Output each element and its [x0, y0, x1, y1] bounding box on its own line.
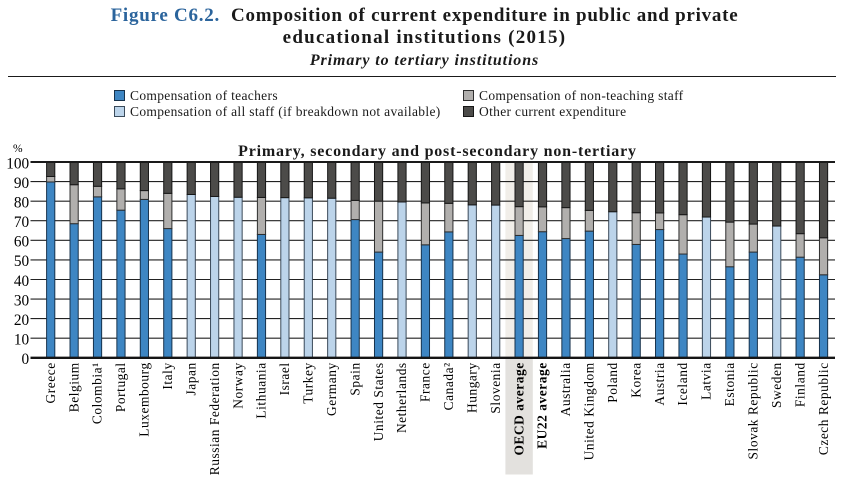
- svg-text:United Kingdom: United Kingdom: [582, 362, 597, 460]
- svg-text:40: 40: [14, 273, 30, 290]
- svg-text:100: 100: [6, 155, 29, 172]
- svg-text:Italy: Italy: [160, 362, 175, 389]
- svg-text:Estonia: Estonia: [722, 362, 737, 406]
- svg-text:20: 20: [14, 312, 30, 329]
- svg-text:Latvia: Latvia: [699, 362, 714, 400]
- svg-text:Japan: Japan: [183, 362, 198, 395]
- svg-text:Colombia¹: Colombia¹: [90, 362, 105, 424]
- svg-text:Russian Federation: Russian Federation: [207, 362, 222, 475]
- svg-text:France: France: [418, 362, 433, 402]
- svg-text:Belgium: Belgium: [66, 362, 81, 412]
- svg-text:Germany: Germany: [324, 362, 339, 416]
- svg-text:70: 70: [14, 214, 30, 231]
- svg-text:Israel: Israel: [277, 362, 292, 395]
- svg-text:OECD average: OECD average: [511, 362, 526, 455]
- svg-text:30: 30: [14, 292, 30, 309]
- svg-text:Spain: Spain: [347, 362, 362, 395]
- svg-text:Greece: Greece: [43, 362, 58, 403]
- svg-text:Lithuania: Lithuania: [254, 362, 269, 418]
- svg-text:90: 90: [14, 175, 30, 192]
- svg-text:Poland: Poland: [605, 362, 620, 403]
- svg-text:Slovak Republic: Slovak Republic: [746, 362, 761, 459]
- svg-text:Finland: Finland: [792, 362, 807, 407]
- svg-text:Australia: Australia: [558, 362, 573, 416]
- svg-text:Austria: Austria: [652, 362, 667, 405]
- svg-text:Korea: Korea: [628, 362, 643, 397]
- svg-text:Luxembourg: Luxembourg: [137, 362, 152, 436]
- svg-text:Portugal: Portugal: [113, 362, 128, 412]
- svg-text:Norway: Norway: [230, 362, 245, 408]
- svg-text:United States: United States: [371, 362, 386, 441]
- svg-text:50: 50: [14, 253, 30, 270]
- svg-text:Netherlands: Netherlands: [394, 362, 409, 433]
- svg-text:10: 10: [14, 332, 30, 349]
- svg-text:80: 80: [14, 195, 30, 212]
- svg-text:Turkey: Turkey: [301, 362, 316, 404]
- svg-text:60: 60: [14, 234, 30, 251]
- svg-text:Canada²: Canada²: [441, 362, 456, 410]
- svg-text:Sweden: Sweden: [769, 362, 784, 408]
- svg-text:%: %: [13, 143, 23, 155]
- svg-text:Slovenia: Slovenia: [488, 362, 503, 413]
- svg-text:Czech Republic: Czech Republic: [816, 362, 831, 455]
- svg-text:Iceland: Iceland: [675, 362, 690, 405]
- svg-text:EU22 average: EU22 average: [535, 362, 550, 449]
- svg-text:Hungary: Hungary: [465, 362, 480, 413]
- svg-text:0: 0: [22, 351, 30, 368]
